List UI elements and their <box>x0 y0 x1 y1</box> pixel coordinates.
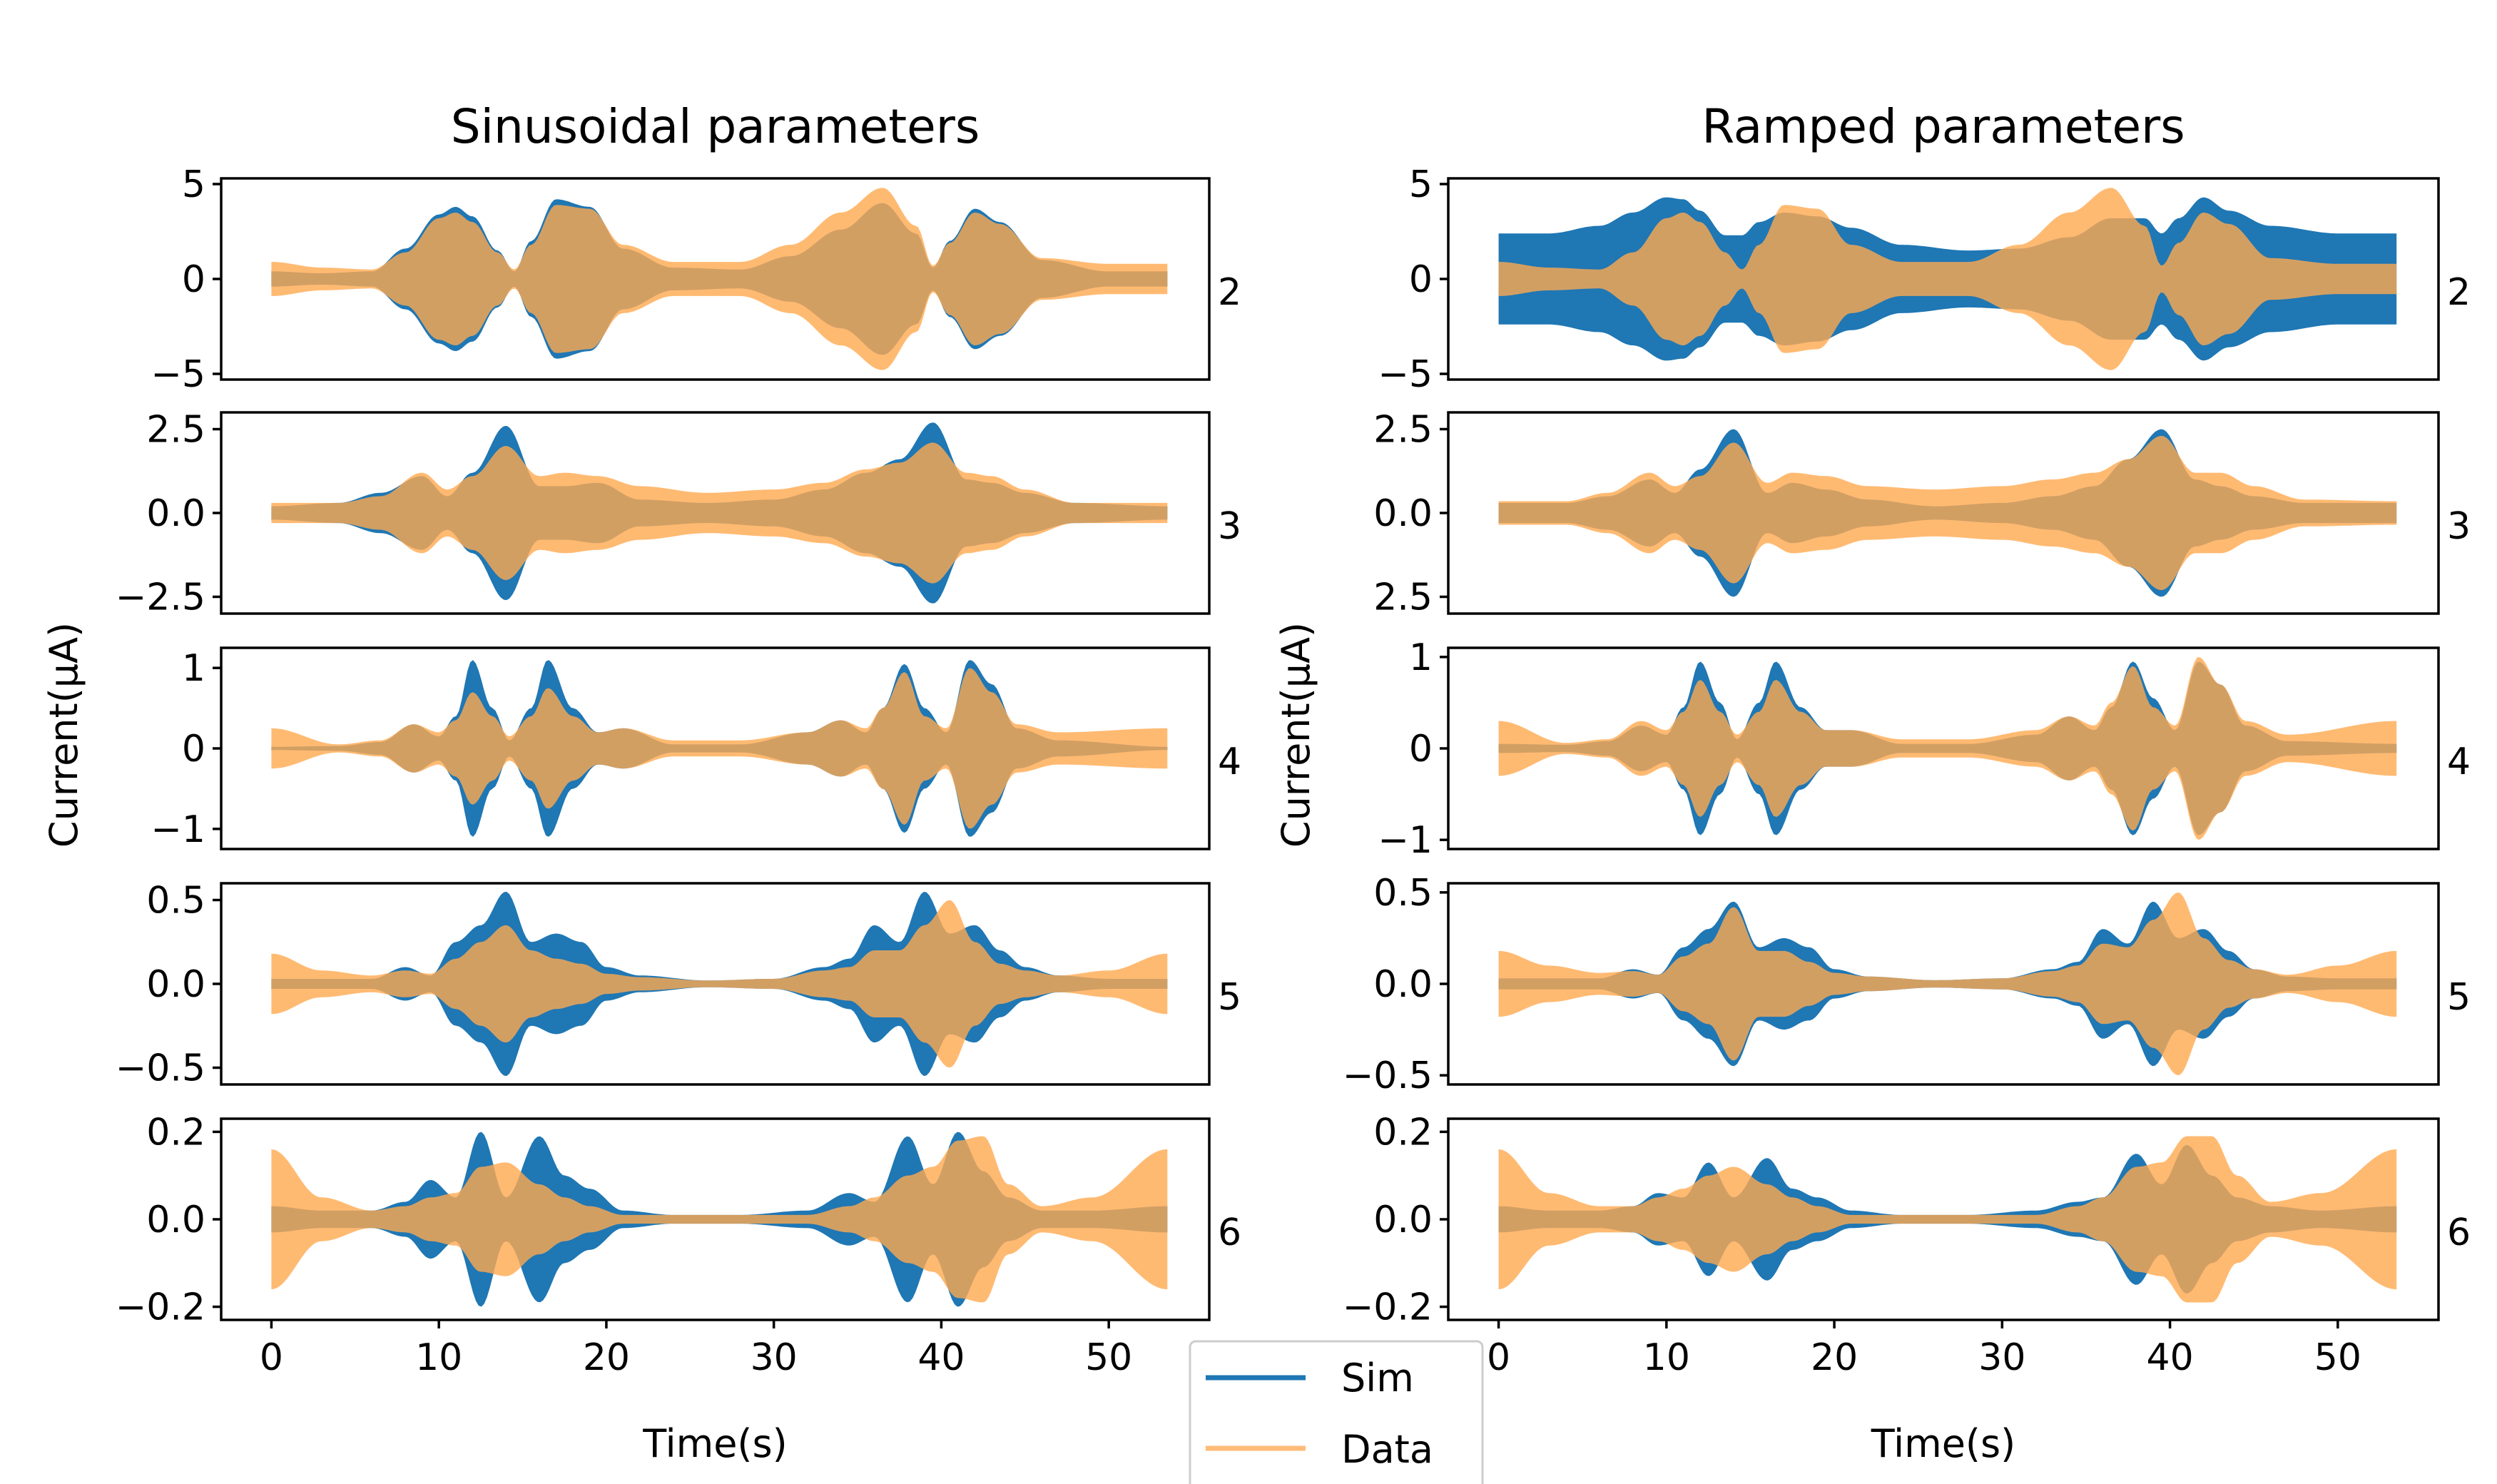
y-tick-label: 1 <box>1409 636 1433 679</box>
harmonic-label: 2 <box>2447 271 2471 314</box>
x-tick-label: 30 <box>751 1336 798 1379</box>
series-data-envelope <box>1498 188 2397 370</box>
y-tick-label: 0.0 <box>1373 492 1433 535</box>
y-tick-label: −5 <box>1378 353 1433 396</box>
y-tick-label: 0.0 <box>146 492 205 535</box>
x-tick-label: 20 <box>583 1336 630 1379</box>
legend-sim-label: Sim <box>1341 1356 1414 1401</box>
x-tick-label: 50 <box>2314 1336 2361 1379</box>
x-tick-label: 0 <box>260 1336 283 1379</box>
harmonic-label: 4 <box>1218 741 1241 783</box>
x-tick-label: 40 <box>917 1336 965 1379</box>
harmonic-label: 6 <box>2447 1211 2471 1254</box>
y-axis-label: Current(μA) <box>1273 622 1318 848</box>
legend: Sim Data <box>1189 1340 1484 1484</box>
x-axis-label: Time(s) <box>642 1421 787 1466</box>
panel-harmonic-3: 2.5 0.0 −2.5 3 <box>116 409 1241 619</box>
chart-ramped: Ramped parameters50−522.50.02.5310−140.5… <box>1273 99 2471 1466</box>
x-axis-label: Time(s) <box>1871 1421 2015 1466</box>
chart-sinusoidal: Sinusoidal parameters50−522.50.0−2.5310−… <box>41 99 1241 1466</box>
x-tick-label: 0 <box>1487 1336 1510 1379</box>
x-tick-label: 40 <box>2147 1336 2194 1379</box>
harmonic-label: 6 <box>1218 1211 1241 1254</box>
legend-frame <box>1189 1340 1484 1484</box>
y-tick-label: −0.2 <box>116 1286 205 1329</box>
harmonic-label: 3 <box>2447 505 2471 548</box>
y-tick-label: −0.5 <box>116 1047 205 1090</box>
y-tick-label: 0 <box>182 728 205 771</box>
panel-harmonic-2: 5 0 −5 2 <box>1378 163 2471 396</box>
harmonic-label: 4 <box>2447 741 2471 783</box>
panel-harmonic-5: 0.5 0.0 −0.5 5 <box>116 880 1241 1090</box>
y-tick-label: 5 <box>182 163 205 206</box>
y-tick-label: 0.5 <box>146 880 205 923</box>
harmonic-label: 5 <box>1218 976 1241 1019</box>
chart-title: Sinusoidal parameters <box>451 99 980 154</box>
y-tick-label: 0 <box>182 258 205 301</box>
y-tick-label: 1 <box>182 647 205 690</box>
x-tick-label: 20 <box>1811 1336 1858 1379</box>
x-tick-label: 50 <box>1085 1336 1132 1379</box>
y-tick-label: 0.0 <box>146 1199 205 1241</box>
y-tick-label: 0 <box>1409 728 1433 771</box>
y-tick-label: −1 <box>151 808 205 851</box>
y-tick-label: 5 <box>1409 163 1433 206</box>
series-data-envelope <box>1498 892 2397 1076</box>
panel-harmonic-5: 0.5 0.0 −0.5 5 <box>1343 872 2471 1097</box>
y-tick-label: 0 <box>1409 258 1433 301</box>
series-data-envelope <box>271 188 1168 370</box>
series-data-envelope <box>271 668 1168 829</box>
y-tick-label: −1 <box>1378 819 1433 862</box>
series-data-envelope <box>1498 657 2397 840</box>
panel-harmonic-6: 0.2 0.0 −0.2 6 0 10 20 30 40 50 <box>116 1111 1241 1379</box>
y-tick-label: −0.2 <box>1343 1286 1433 1329</box>
series-data-envelope <box>271 1136 1168 1303</box>
y-tick-label: 0.2 <box>146 1111 205 1154</box>
series-data-envelope <box>271 442 1168 584</box>
panel-harmonic-4: 1 0 −1 4 <box>1378 636 2471 862</box>
harmonic-label: 5 <box>2447 976 2471 1019</box>
panel-harmonic-6: 0.2 0.0 −0.2 6 0 10 20 30 40 50 <box>1343 1111 2471 1379</box>
y-tick-label: 2.5 <box>146 409 205 452</box>
y-tick-label: −0.5 <box>1343 1054 1433 1097</box>
x-tick-label: 10 <box>415 1336 462 1379</box>
y-tick-label: 0.0 <box>1373 963 1433 1006</box>
y-tick-label: −2.5 <box>116 576 205 619</box>
y-tick-label: 0.5 <box>1373 872 1433 915</box>
harmonic-label: 3 <box>1218 505 1241 548</box>
y-tick-label: 0.2 <box>1373 1111 1433 1154</box>
x-tick-label: 10 <box>1643 1336 1690 1379</box>
harmonic-label: 2 <box>1218 271 1241 314</box>
x-tick-label: 30 <box>1978 1336 2025 1379</box>
y-axis-label: Current(μA) <box>41 622 86 848</box>
series-data-envelope <box>271 900 1168 1068</box>
panel-harmonic-4: 1 0 −1 4 <box>151 646 1241 851</box>
y-tick-label: 2.5 <box>1373 409 1433 452</box>
panel-harmonic-2: 5 0 −5 2 <box>151 163 1241 396</box>
y-tick-label: 0.0 <box>146 963 205 1006</box>
chart-title: Ramped parameters <box>1702 99 2185 154</box>
y-tick-label: 2.5 <box>1373 576 1433 619</box>
legend-data-label: Data <box>1341 1427 1433 1472</box>
y-tick-label: −5 <box>151 353 205 396</box>
series-data-envelope <box>1498 435 2397 591</box>
y-tick-label: 0.0 <box>1373 1199 1433 1241</box>
series-data-envelope <box>1498 1136 2397 1303</box>
panel-harmonic-3: 2.5 0.0 2.5 3 <box>1373 409 2471 619</box>
